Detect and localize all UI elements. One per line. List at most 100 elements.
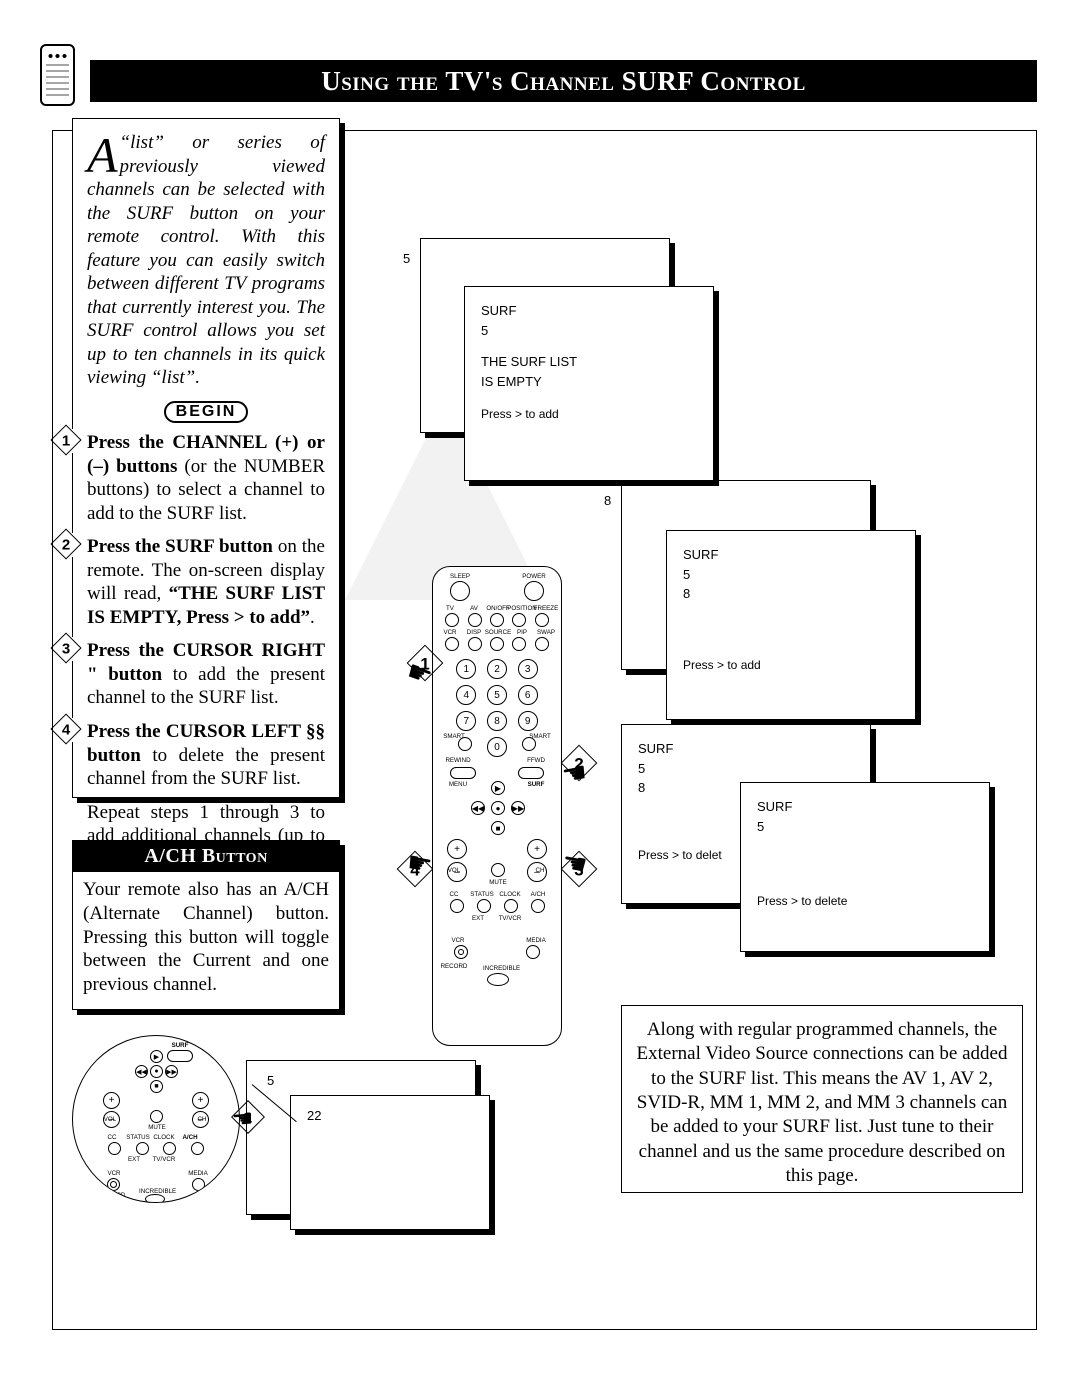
ach-panel: A/CH Button Your remote also has an A/CH… (72, 840, 340, 1010)
tv3-l2: 5 (757, 817, 973, 837)
tv3b-l1: SURF (638, 739, 854, 759)
mlbl-surf: SURF (165, 1042, 195, 1049)
mlbl-media: MEDIA (183, 1170, 213, 1177)
mbtn-cc (108, 1142, 121, 1155)
mbtn-down: ■ (150, 1080, 163, 1093)
tv3b-l2: 5 (638, 759, 854, 779)
step-3-diamond: 3 (50, 633, 81, 664)
callout-2: 2 (561, 745, 598, 782)
lbl-ach: A/CH (523, 891, 553, 898)
step-2-bold1: Press the SURF button (87, 536, 273, 557)
mbtn-media (192, 1178, 205, 1191)
mbtn-left: ◀◀ (135, 1065, 148, 1078)
tv2-l3: 8 (683, 584, 899, 604)
btn-vol-up: + (447, 839, 467, 859)
btn-8: 8 (487, 711, 507, 731)
btn-position (512, 613, 526, 627)
lbl-ext: EXT (463, 915, 493, 922)
btn-onoff (490, 613, 504, 627)
mbtn-up: ▶ (150, 1050, 163, 1063)
remote-mini-icon (40, 44, 75, 106)
lbl-status: STATUS (467, 891, 497, 898)
btn-9: 9 (518, 711, 538, 731)
step-2-end: . (310, 607, 315, 628)
btn-av (468, 613, 482, 627)
page-title: Using the TV's Channel SURF Control (90, 60, 1037, 102)
step-4: 4 Press the CURSOR LEFT §§ button to del… (87, 720, 325, 791)
mlbl-vcr: VCR (99, 1170, 129, 1177)
btn-5: 5 (487, 685, 507, 705)
callout-1: 1 (407, 645, 444, 682)
btn-swap (535, 637, 549, 651)
mbtn-mute (150, 1110, 163, 1123)
btn-1: 1 (456, 659, 476, 679)
ach-body: Your remote also has an A/CH (Alternate … (73, 872, 339, 1003)
intro-body: “list” or series of previously viewed ch… (87, 132, 325, 388)
remote-diagram: SLEEP POWER TV AV ON/OFF POSITION FREEZE… (432, 566, 562, 1046)
btn-vcr-rec (454, 945, 468, 959)
step-3: 3 Press the CURSOR RIGHT " button to add… (87, 639, 325, 710)
ch-rocker: + – (527, 839, 547, 882)
btn-pip (512, 637, 526, 651)
tv1-l1: SURF (481, 301, 697, 321)
btn-mute (491, 863, 505, 877)
btn-status (477, 899, 491, 913)
btn-clock (504, 899, 518, 913)
btn-media (526, 945, 540, 959)
tv1-l5: Press > to add (481, 405, 697, 423)
step-1-diamond: 1 (50, 424, 81, 455)
callout-4: 4 (397, 851, 434, 888)
instructions-panel: A“list” or series of previously viewed c… (72, 118, 340, 798)
mlbl-mute: MUTE (142, 1124, 172, 1131)
dropcap: A (87, 135, 118, 175)
lbl-media: MEDIA (521, 937, 551, 944)
btn-surf (518, 767, 544, 779)
tv3-l3: Press > to delete (757, 892, 973, 910)
lbl-vcr2: VCR (443, 937, 473, 944)
lbl-power: POWER (519, 573, 549, 580)
tv-screen-2-front: SURF 5 8 Press > to add (666, 530, 916, 720)
mbtn-status (136, 1142, 149, 1155)
tv1-l4: IS EMPTY (481, 372, 697, 392)
lbl-record: RECORD (439, 963, 469, 970)
lbl-rewind: REWIND (443, 757, 473, 764)
tv3-l1: SURF (757, 797, 973, 817)
lbl-vol: VOL (439, 867, 469, 874)
mbtn-vol-up: + (103, 1092, 120, 1109)
tv-screen-1-front: SURF 5 THE SURF LIST IS EMPTY Press > to… (464, 286, 714, 481)
lbl-smart1: SMART (439, 733, 469, 740)
tv2-l2: 5 (683, 565, 899, 585)
btn-power (524, 581, 544, 601)
external-sources-note: Along with regular programmed channels, … (621, 1005, 1023, 1193)
lbl-mute: MUTE (483, 879, 513, 886)
mbtn-clock (163, 1142, 176, 1155)
tv-screen-4-front (290, 1095, 490, 1230)
begin-badge: BEGIN (87, 400, 325, 423)
vol-rocker: + – (447, 839, 467, 882)
lbl-incredible: INCREDIBLE (483, 965, 513, 972)
begin-label: BEGIN (164, 401, 249, 423)
btn-nav-ok: ● (491, 801, 505, 815)
tv-screen-3-front: SURF 5 Press > to delete (740, 782, 990, 952)
mbtn-right: ▶▶ (165, 1065, 178, 1078)
mini-callout-1: 1 (231, 1100, 265, 1134)
mlbl-vol: VOL (95, 1116, 125, 1123)
mbtn-vcr-rec (107, 1178, 120, 1191)
mlbl-ach: A/CH (175, 1134, 205, 1141)
step-4-diamond: 4 (50, 713, 81, 744)
mlbl-ext: EXT (119, 1156, 149, 1163)
mini-remote-diagram: SURF ▶ ◀◀ ● ▶▶ ■ + – + – VOL CH MUTE (72, 1035, 240, 1203)
mlbl-tvvcr: TV/VCR (149, 1156, 179, 1163)
lbl-sleep: SLEEP (445, 573, 475, 580)
tv1-l3: THE SURF LIST (481, 352, 697, 372)
btn-0: 0 (487, 737, 507, 757)
lbl-clock: CLOCK (495, 891, 525, 898)
callout-3: 3 (561, 851, 598, 888)
lbl-freeze: FREEZE (531, 605, 561, 612)
btn-nav-left: ◀◀ (471, 801, 485, 815)
tv1-l2: 5 (481, 321, 697, 341)
mlbl-ch: CH (187, 1116, 217, 1123)
lbl-tvvcr: TV/VCR (495, 915, 525, 922)
btn-7: 7 (456, 711, 476, 731)
mbtn-incredible (145, 1194, 165, 1203)
